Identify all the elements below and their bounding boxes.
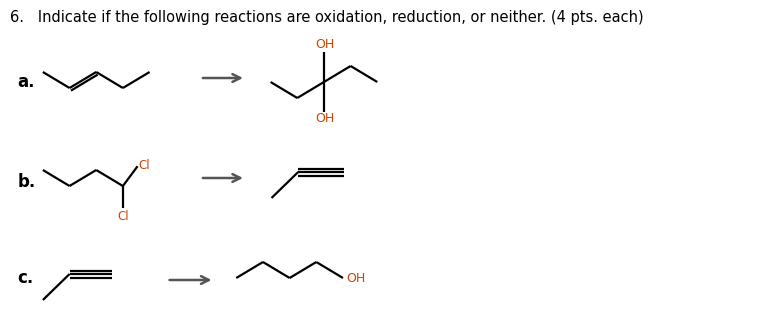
Text: OH: OH bbox=[346, 272, 365, 286]
Text: OH: OH bbox=[315, 39, 335, 51]
Text: b.: b. bbox=[17, 173, 35, 191]
Text: OH: OH bbox=[315, 113, 335, 125]
Text: a.: a. bbox=[17, 73, 34, 91]
Text: 6.   Indicate if the following reactions are oxidation, reduction, or neither. (: 6. Indicate if the following reactions a… bbox=[9, 10, 644, 25]
Text: Cl: Cl bbox=[117, 210, 129, 222]
Text: Cl: Cl bbox=[139, 159, 151, 172]
Text: c.: c. bbox=[17, 269, 34, 287]
